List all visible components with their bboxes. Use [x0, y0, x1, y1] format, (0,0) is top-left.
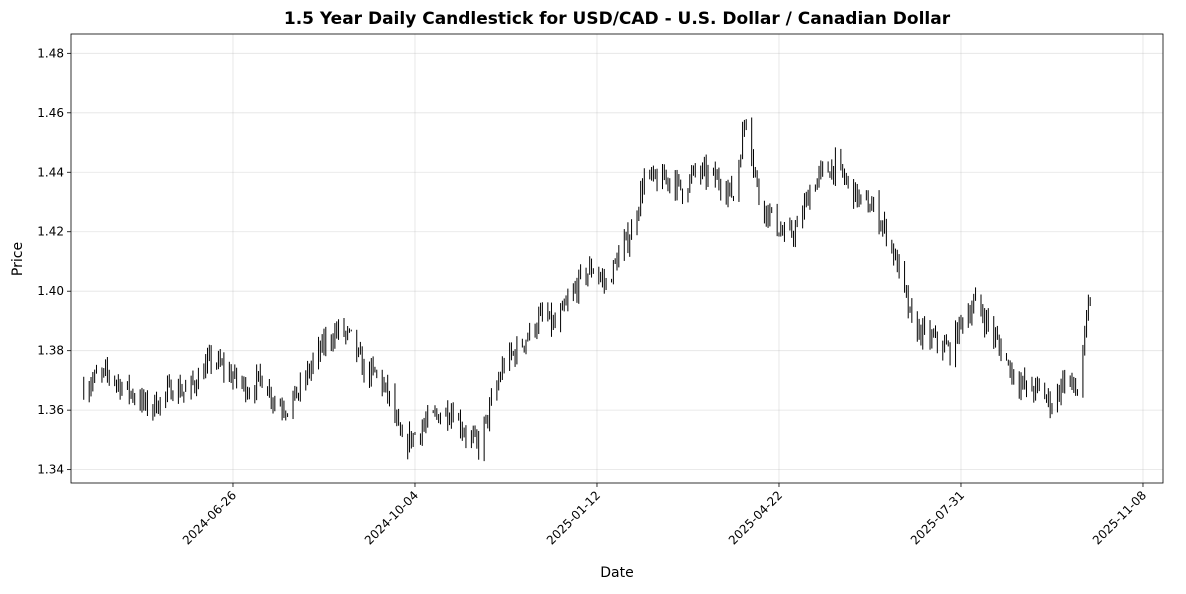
chart-title: 1.5 Year Daily Candlestick for USD/CAD -… [284, 9, 951, 29]
x-tick-label: 2024-10-04 [362, 488, 421, 547]
y-tick-label: 1.40 [37, 284, 64, 298]
x-axis-ticks: 2024-06-26 2024-10-04 2025-01-12 2025-04-22… [180, 483, 1149, 547]
y-axis-label: Price [10, 242, 26, 276]
y-tick-label: 1.44 [37, 165, 64, 179]
y-axis-ticks: 1.34 1.36 1.38 1.40 1.42 1.44 1.46 1.48 [37, 46, 71, 477]
x-axis-label: Date [600, 565, 633, 581]
grid [71, 34, 1163, 483]
x-tick-label: 2025-07-31 [908, 488, 967, 547]
y-tick-label: 1.48 [37, 46, 64, 60]
y-tick-label: 1.36 [37, 403, 64, 417]
x-tick-label: 2024-06-26 [180, 488, 239, 547]
candles [83, 117, 1091, 462]
y-tick-label: 1.38 [37, 344, 64, 358]
x-tick-label: 2025-01-12 [544, 488, 603, 547]
y-tick-label: 1.42 [37, 225, 64, 239]
x-tick-label: 2025-11-08 [1090, 488, 1149, 547]
plot-frame [70, 33, 1164, 484]
y-tick-label: 1.34 [37, 463, 64, 477]
x-tick-label: 2025-04-22 [726, 488, 785, 547]
y-tick-label: 1.46 [37, 106, 64, 120]
